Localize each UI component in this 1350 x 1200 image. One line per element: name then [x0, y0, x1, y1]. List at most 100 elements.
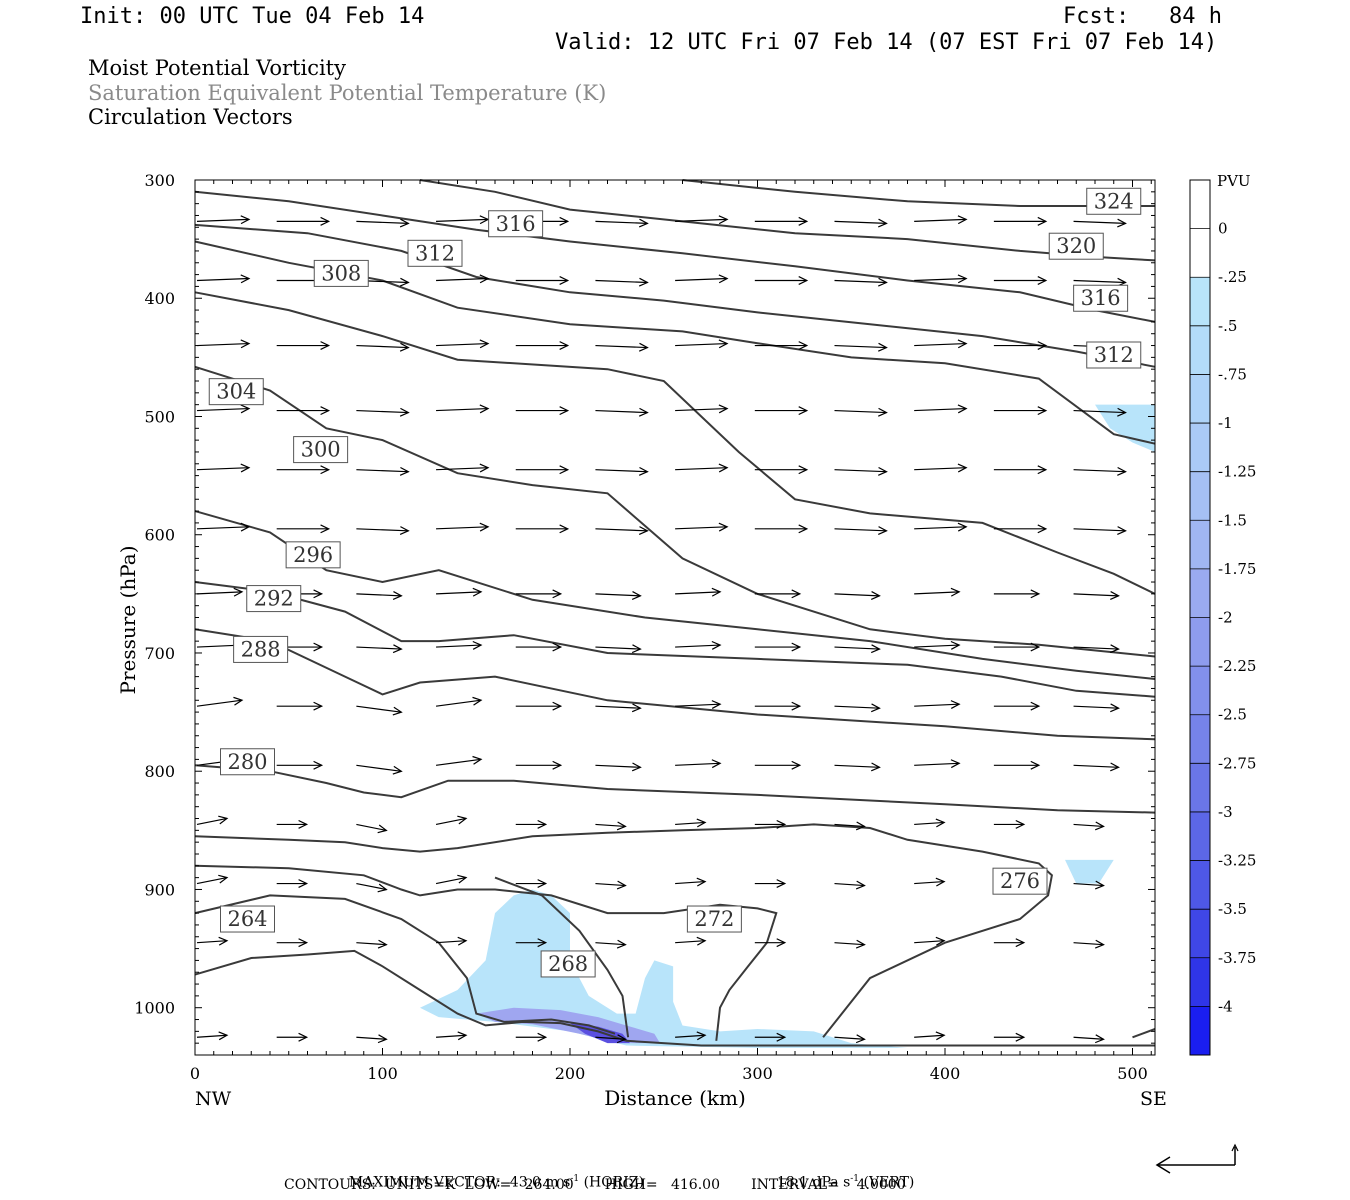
- vector-head: [457, 1031, 468, 1041]
- vector-head: [559, 276, 570, 285]
- vector-shaft: [356, 220, 409, 224]
- colorbar-title: PVU: [1217, 172, 1251, 190]
- vector-head: [479, 215, 490, 225]
- title-vectors: Circulation Vectors: [88, 105, 293, 129]
- vector-arrow: [276, 760, 324, 770]
- vector-head: [320, 341, 331, 350]
- vector-arrow: [515, 465, 570, 475]
- vector-head: [791, 642, 802, 652]
- contour-264: [194, 949, 1155, 1047]
- vector-shaft: [595, 705, 641, 709]
- vector-shaft: [675, 703, 721, 707]
- vector-arrow: [1073, 644, 1120, 654]
- colorbar-swatch: [1190, 617, 1210, 667]
- vector-head: [240, 522, 251, 532]
- max-vector-vert-block: 18.1 dPa s-1 (VERT): [768, 1158, 914, 1191]
- vector-shaft: [436, 1034, 467, 1038]
- vector-arrow: [436, 640, 483, 650]
- vector-arrow: [914, 339, 968, 349]
- vector-shaft: [435, 699, 482, 707]
- vector-arrow: [356, 218, 410, 228]
- vector-shaft: [1073, 528, 1126, 532]
- vector-shaft: [1073, 469, 1126, 473]
- contour-label-text: 276: [1000, 869, 1040, 893]
- pv-shade-light: [420, 889, 908, 1048]
- vector-head: [1015, 938, 1026, 948]
- vector-arrow: [515, 819, 548, 829]
- vector-head: [1037, 465, 1048, 475]
- vector-arrow: [595, 526, 649, 535]
- vector-shaft: [914, 880, 945, 885]
- vector-head: [377, 939, 388, 949]
- contour-info: CONTOURS: UNITS=K LOW= 264.00 HIGH= 416.…: [284, 1177, 906, 1193]
- vector-arrow: [675, 274, 729, 284]
- contour-label-272: 272: [686, 905, 742, 933]
- vector-head: [718, 274, 729, 284]
- vector-shaft: [834, 593, 880, 597]
- vector-head: [240, 339, 251, 349]
- vector-shaft: [436, 591, 482, 595]
- vector-arrow: [834, 1034, 866, 1044]
- contour-label-296: 296: [285, 541, 341, 569]
- contour-label-304: 304: [208, 378, 264, 406]
- vector-arrow: [834, 762, 881, 772]
- colorbar-swatch: [1190, 1006, 1210, 1056]
- vector-arrow: [834, 526, 888, 535]
- max-vector-caption: MAXIMUM VECTOR:: [348, 1174, 501, 1191]
- vector-head: [559, 216, 570, 226]
- colorbar-tick-label: -.25: [1218, 268, 1247, 286]
- contour-label-316: 316: [1073, 284, 1129, 312]
- vector-arrow: [436, 936, 468, 946]
- vector-head: [878, 218, 888, 228]
- vector-head: [392, 644, 403, 654]
- vector-arrow: [595, 644, 642, 654]
- vector-head: [950, 700, 961, 709]
- vector-arrow: [1073, 762, 1120, 772]
- vector-arrow: [914, 877, 946, 887]
- vector-arrow: [993, 819, 1026, 829]
- vector-shaft: [675, 644, 721, 648]
- vector-arrow: [834, 821, 866, 831]
- vector-arrow: [356, 526, 410, 535]
- vector-head: [559, 406, 570, 416]
- y-tick-label: 1000: [134, 999, 175, 1018]
- vector-head: [1030, 701, 1041, 711]
- colorbar-tick-label: -4: [1218, 997, 1233, 1015]
- vector-head: [1110, 591, 1120, 600]
- plot-frame: [194, 179, 1156, 1056]
- vector-arrow: [1073, 591, 1120, 600]
- contour-label-box: [246, 585, 302, 613]
- vector-head: [1110, 762, 1120, 772]
- vector-arrow: [754, 589, 802, 599]
- vector-shaft: [356, 593, 402, 597]
- vector-shaft: [914, 644, 960, 648]
- vector-shaft: [914, 277, 967, 282]
- vector-shaft: [356, 344, 409, 349]
- contour-label-box: [1048, 232, 1104, 260]
- vector-arrow: [754, 216, 809, 226]
- vector-arrow: [435, 815, 468, 826]
- vector-head: [711, 640, 722, 650]
- contour-268: [194, 894, 616, 1035]
- vector-shaft: [356, 469, 409, 473]
- vector-arrow: [436, 274, 490, 284]
- vector-head: [638, 342, 649, 352]
- vector-shaft: [196, 876, 228, 885]
- vector-head: [1117, 466, 1127, 476]
- vector-shaft: [436, 277, 489, 282]
- vector-shaft: [1073, 823, 1104, 828]
- vector-head: [1037, 524, 1048, 534]
- max-vector-horiz: 43.0 m s: [509, 1174, 571, 1191]
- vector-arrow: [914, 404, 968, 414]
- colorbar: 0 -.25 -.5 -.75 -1 -1.25 -1.5 -1.75 -2 -2.25 -2.5 -…: [1189, 179, 1256, 1056]
- vector-shaft: [196, 940, 228, 944]
- contour-label-box: [488, 210, 544, 238]
- contour-label-text: 288: [241, 637, 281, 661]
- vector-arrow: [356, 591, 403, 600]
- contour-label-264: 264: [220, 905, 275, 933]
- vector-arrow: [595, 218, 649, 228]
- vector-shaft: [834, 528, 887, 532]
- vector-arrow: [914, 587, 961, 597]
- colorbar-swatch: [1190, 860, 1210, 910]
